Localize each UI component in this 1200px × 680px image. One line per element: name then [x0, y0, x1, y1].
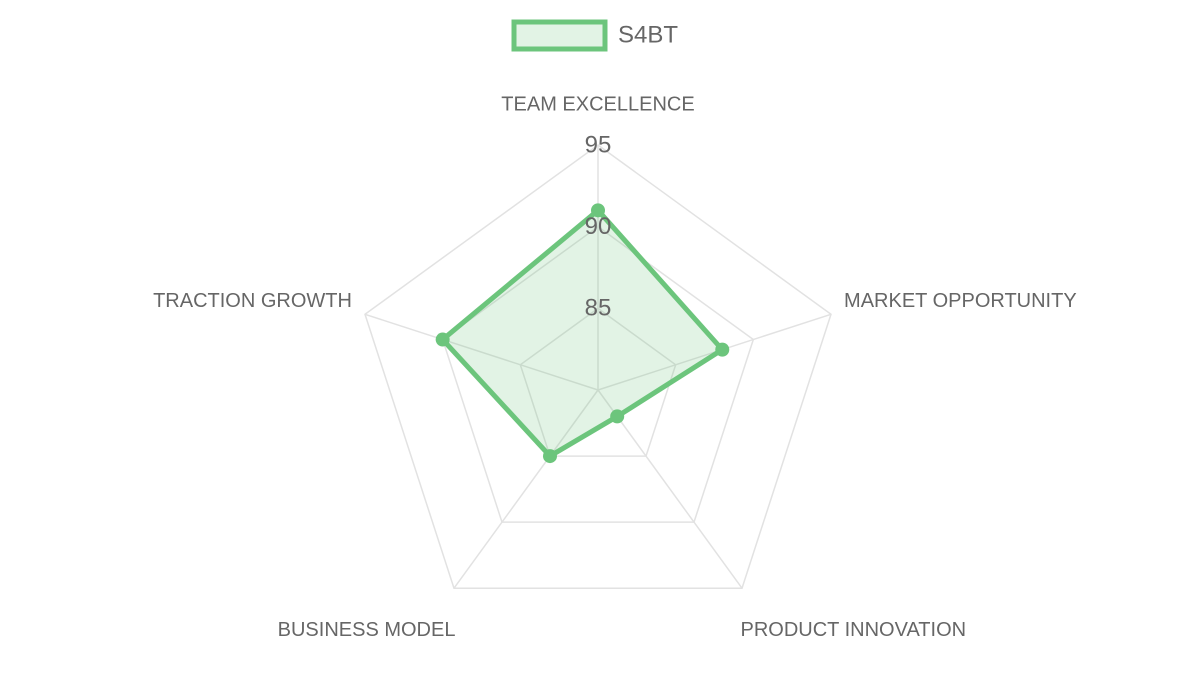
r-tick-label: 85 — [585, 295, 612, 322]
r-tick-label: 95 — [585, 131, 612, 158]
spoke — [597, 389, 743, 589]
series-area — [440, 207, 725, 459]
r-tick-label: 90 — [585, 213, 612, 240]
axis-label: TEAM EXCELLENCE — [501, 93, 694, 115]
spoke — [453, 389, 599, 589]
data-point — [610, 409, 625, 424]
axis-label: MARKET OPPORTUNITY — [844, 290, 1077, 312]
axis-label: TRACTION GROWTH — [153, 290, 352, 312]
data-point — [435, 332, 450, 347]
data-point — [591, 203, 605, 218]
axis-label: PRODUCT INNOVATION — [741, 619, 967, 641]
legend-label: S4BT — [618, 21, 678, 48]
grid-ring — [364, 144, 832, 589]
data-point — [715, 342, 730, 357]
axis-label: BUSINESS MODEL — [278, 619, 456, 641]
grid-ring — [519, 307, 677, 457]
spoke — [364, 313, 599, 391]
data-point — [542, 449, 557, 464]
legend-swatch — [511, 19, 608, 52]
